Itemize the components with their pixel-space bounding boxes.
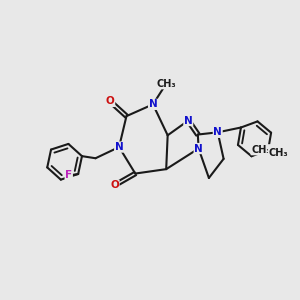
Text: O: O bbox=[110, 180, 119, 190]
Text: CH₃: CH₃ bbox=[156, 79, 176, 89]
Text: O: O bbox=[106, 96, 115, 106]
Text: F: F bbox=[65, 170, 72, 181]
Text: N: N bbox=[184, 116, 193, 126]
Text: N: N bbox=[115, 142, 124, 152]
Text: N: N bbox=[213, 127, 222, 137]
Text: N: N bbox=[148, 99, 157, 110]
Text: CH₃: CH₃ bbox=[251, 145, 271, 155]
Text: CH₃: CH₃ bbox=[268, 148, 288, 158]
Text: N: N bbox=[194, 143, 203, 154]
